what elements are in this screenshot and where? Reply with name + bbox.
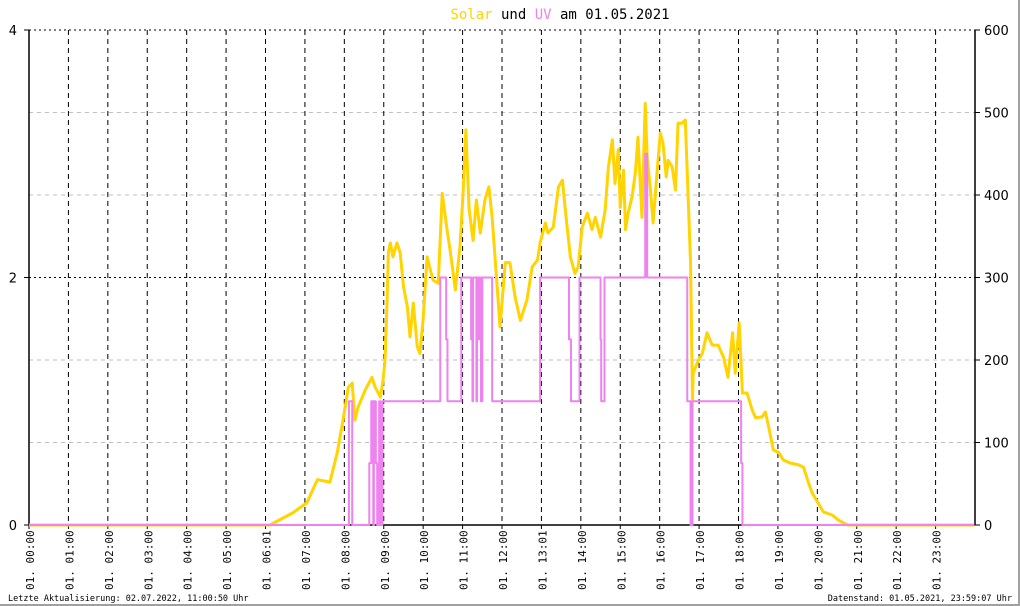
x-tick-label: 01. 19:00 xyxy=(773,530,786,590)
y-left-tick-label: 0 xyxy=(9,519,17,534)
footer-last-update: Letzte Aktualisierung: 02.07.2022, 11:00… xyxy=(8,594,249,604)
x-tick-label: 01. 17:00 xyxy=(694,530,707,590)
x-tick-label: 01. 00:00 xyxy=(24,530,37,590)
title-date: am 01.05.2021 xyxy=(552,7,670,23)
x-tick-label: 01. 02:00 xyxy=(103,530,116,590)
y-right-tick-label: 200 xyxy=(984,354,1009,369)
x-tick-label: 01. 01:00 xyxy=(63,530,76,590)
chart-title: Solar und UV am 01.05.2021 xyxy=(450,7,669,23)
footer-data-status: Datenstand: 01.05.2021, 23:59:07 Uhr xyxy=(828,594,1012,604)
grid xyxy=(29,29,975,525)
solar-series-line xyxy=(29,101,975,527)
x-tick-label: 01. 15:00 xyxy=(615,530,628,590)
x-tick-label: 01. 11:00 xyxy=(458,530,471,590)
y-left-tick-label: 2 xyxy=(9,272,17,287)
x-tick-label: 01. 12:00 xyxy=(497,530,510,590)
uv-series-line xyxy=(29,152,975,526)
axes: 01. 00:00 01. 01:00 01. 02:00 01. 03:00 01. … xyxy=(9,24,1009,590)
x-tick-label: 01. 22:00 xyxy=(891,530,904,590)
y-right-tick-label: 100 xyxy=(984,437,1009,452)
x-tick-label: 01. 14:00 xyxy=(576,530,589,590)
y-right-tick-label: 600 xyxy=(984,24,1009,39)
x-tick-label: 01. 09:00 xyxy=(379,530,392,590)
y-right-tick-label: 500 xyxy=(984,107,1009,122)
x-tick-label: 01. 20:00 xyxy=(812,530,825,590)
y-left-tick-label: 4 xyxy=(9,24,17,39)
x-tick-label: 01. 03:00 xyxy=(142,530,155,590)
x-tick-label: 01. 10:00 xyxy=(418,530,431,590)
title-solar: Solar xyxy=(450,7,492,23)
x-tick-label: 01. 13:01 xyxy=(536,530,549,590)
x-tick-label: 01. 04:00 xyxy=(182,530,195,590)
y-right-tick-label: 0 xyxy=(984,519,992,534)
series-layer xyxy=(29,101,975,527)
x-tick-label: 01. 07:00 xyxy=(300,530,313,590)
x-tick-label: 01. 18:00 xyxy=(734,530,747,590)
x-tick-label: 01. 16:00 xyxy=(655,530,668,590)
x-tick-label: 01. 21:00 xyxy=(852,530,865,590)
title-und: und xyxy=(493,7,535,23)
x-tick-label: 01. 05:00 xyxy=(221,530,234,590)
x-tick-label: 01. 06:01 xyxy=(261,530,274,590)
title-uv: UV xyxy=(535,7,552,23)
y-right-tick-label: 300 xyxy=(984,272,1009,287)
y-right-tick-label: 400 xyxy=(984,189,1009,204)
x-tick-label: 01. 08:00 xyxy=(339,530,352,590)
x-tick-label: 01. 23:00 xyxy=(931,530,944,590)
